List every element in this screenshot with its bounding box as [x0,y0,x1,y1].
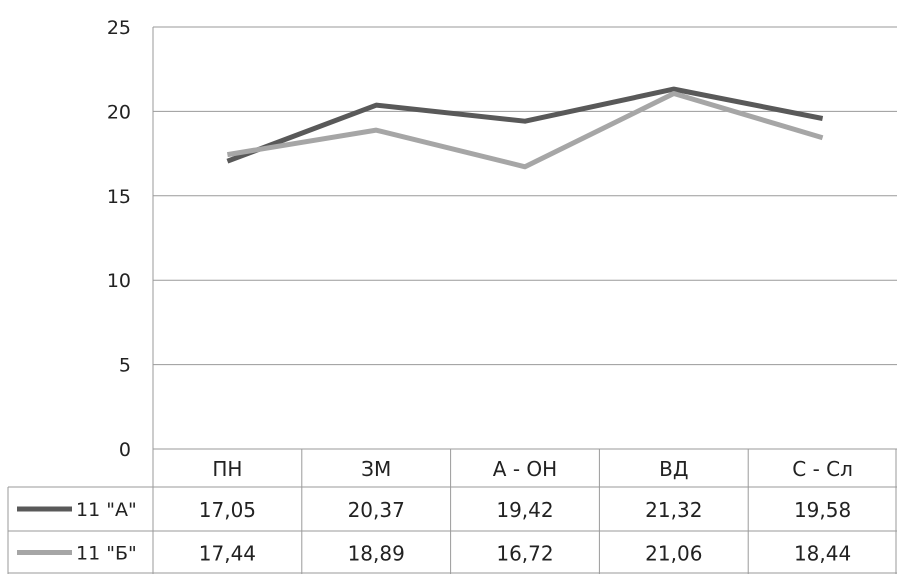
x-tick-label: ЗМ [361,457,391,481]
x-tick-label: С - Сл [792,457,853,481]
y-tick-label: 10 [107,270,131,292]
data-label: 17,44 [199,542,256,566]
data-label: 18,89 [348,542,405,566]
data-label: 18,44 [794,542,851,566]
data-label: 21,06 [645,542,702,566]
legend-label: 11 "Б" [76,543,137,565]
x-tick-label: ПН [212,457,242,481]
legend-label: 11 "А" [76,499,137,521]
y-tick-label: 20 [107,101,131,123]
data-label: 16,72 [496,542,553,566]
y-tick-label: 5 [119,355,131,377]
data-label: 20,37 [348,498,405,522]
x-tick-label: ВД [659,457,688,481]
data-label: 19,42 [496,498,553,522]
y-tick-label: 25 [107,17,131,39]
data-label: 21,32 [645,498,702,522]
data-label: 17,05 [199,498,256,522]
y-tick-label: 15 [107,186,131,208]
data-label: 19,58 [794,498,851,522]
y-tick-label: 0 [119,439,131,461]
series-line [226,86,824,164]
x-tick-label: А - ОН [493,457,557,481]
